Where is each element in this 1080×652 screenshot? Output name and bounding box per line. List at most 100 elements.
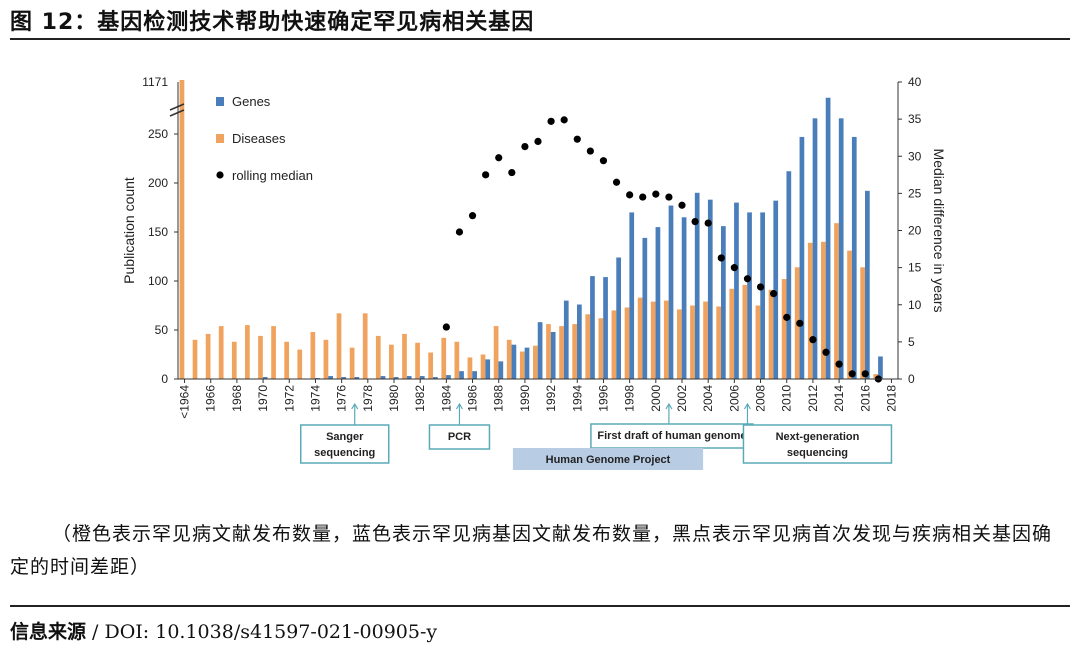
bar-genes-2010	[786, 171, 792, 379]
x-tick-label-2018: 2018	[884, 385, 898, 412]
annotation-arrowhead-1	[455, 402, 463, 410]
bar-diseases-1971	[271, 326, 276, 379]
bar-genes-2017	[878, 356, 883, 379]
bar-genes-1984	[446, 375, 451, 379]
source-label: 信息来源	[10, 621, 87, 643]
bar-diseases-1979	[375, 335, 381, 379]
median-point-2012	[809, 336, 817, 344]
bar-genes-1995	[590, 276, 595, 379]
bar-diseases-1978	[362, 313, 368, 379]
bar-diseases-1991	[533, 345, 538, 379]
bar-genes-1970	[262, 377, 268, 379]
bar-diseases-1976	[336, 313, 342, 379]
x-tick-label-2004: 2004	[701, 385, 715, 412]
x-tick-label-2000: 2000	[649, 385, 663, 412]
bar-diseases-1990	[519, 351, 525, 379]
bar-genes-2011	[799, 136, 805, 379]
median-point-1994	[573, 135, 581, 143]
y2-tick-label-5: 5	[908, 335, 915, 349]
chart-legend: Genes Diseases rolling median	[216, 94, 313, 183]
bar-diseases-1985	[454, 341, 460, 379]
x-tick-label-1986: 1986	[466, 385, 480, 412]
x-tick-label-1990: 1990	[518, 385, 532, 412]
median-point-2013	[822, 348, 830, 356]
figure-title: 图 12：基因检测技术帮助快速确定罕见病相关基因	[10, 10, 535, 35]
x-tick-label-1978: 1978	[361, 385, 375, 412]
annotations-layer: Sanger sequencing PCR First draft of human …	[299, 402, 893, 470]
bar-genes-1979	[380, 376, 386, 379]
annotation-label-0-1: sequencing	[314, 447, 375, 459]
bar-genes-1992	[550, 331, 556, 379]
annotation-box-0	[299, 424, 390, 464]
annotation-label-3-1: sequencing	[787, 447, 848, 459]
y-tick-label-100: 100	[148, 274, 168, 288]
bar-genes-1980	[393, 377, 399, 379]
bar-genes-1990	[524, 347, 530, 379]
bar-diseases-1968	[231, 341, 237, 379]
bar-genes-2008	[760, 212, 765, 379]
median-point-2011	[796, 319, 804, 327]
y2-axis-title: Median difference in years	[931, 149, 947, 313]
median-point-1998	[626, 191, 634, 199]
x-tick-label-2006: 2006	[727, 385, 741, 412]
legend-label-genes: Genes	[232, 94, 271, 109]
median-point-2001	[665, 193, 673, 201]
bar-diseases-<1964	[179, 80, 185, 379]
bar-genes-1988	[498, 361, 504, 379]
bar-genes-2004	[707, 199, 713, 379]
legend-swatch-rolling-median	[216, 171, 224, 179]
median-point-1987	[482, 171, 490, 179]
bar-genes-1994	[577, 304, 582, 379]
bar-diseases-1972	[284, 341, 290, 379]
median-point-2009	[770, 290, 778, 298]
median-point-2007	[743, 275, 752, 283]
chart: 0 50 100 150 200 250 1171 0 5 10 15 20 25 30 35 40 Publi…	[118, 62, 948, 482]
x-tick-label-2010: 2010	[780, 385, 794, 412]
median-point-1999	[639, 193, 647, 201]
y-tick-label-250: 250	[148, 127, 168, 141]
annotation-arrowhead-2	[665, 402, 673, 410]
bar-genes-1975	[328, 376, 333, 379]
bar-genes-1987	[485, 359, 491, 379]
axes-layer: 0 50 100 150 200 250 1171 0 5 10 15 20 25 30 35 40 Publi…	[121, 75, 947, 419]
bar-genes-1999	[642, 237, 648, 379]
annotation-arrowhead-0	[351, 402, 359, 410]
bar-diseases-1994	[572, 324, 578, 379]
bar-genes-1997	[616, 257, 621, 379]
median-point-1993	[560, 116, 568, 124]
bar-diseases-1977	[349, 347, 355, 379]
median-point-1988	[495, 154, 503, 162]
x-tick-label-1980: 1980	[387, 385, 401, 412]
median-point-2016	[861, 370, 869, 378]
median-point-2004	[704, 219, 712, 227]
bar-diseases-1982	[415, 342, 420, 379]
bar-diseases-2003	[690, 305, 695, 379]
bar-genes-1976	[341, 377, 347, 379]
bar-genes-2003	[694, 192, 700, 379]
y2-tick-label-10: 10	[908, 298, 922, 312]
legend-label-rolling-median: rolling median	[232, 168, 313, 183]
y2-tick-label-20: 20	[908, 224, 922, 238]
bar-diseases-2009	[768, 289, 774, 379]
bar-diseases-1967	[218, 326, 224, 379]
y-tick-label-50: 50	[155, 323, 169, 337]
median-point-1989	[508, 168, 516, 177]
median-point-1986	[468, 212, 477, 220]
bar-genes-1989	[511, 344, 517, 379]
median-point-1991	[534, 137, 542, 145]
x-tick-label-<1964: <1964	[178, 385, 192, 419]
median-point-2006	[730, 264, 738, 272]
bar-diseases-1984	[441, 337, 447, 379]
bar-diseases-1989	[506, 339, 512, 379]
y2-tick-label-40: 40	[908, 75, 922, 89]
bar-diseases-2008	[755, 305, 761, 379]
x-tick-label-1972: 1972	[282, 385, 296, 412]
bar-diseases-1980	[389, 344, 394, 379]
bottom-rule	[10, 605, 1070, 607]
annotation-label-0-0: Sanger	[326, 431, 364, 443]
median-point-1992	[547, 117, 555, 125]
median-point-1984	[442, 323, 450, 331]
x-tick-label-1968: 1968	[230, 385, 244, 412]
median-point-2010	[783, 313, 791, 321]
y2-tick-label-25: 25	[908, 186, 922, 200]
